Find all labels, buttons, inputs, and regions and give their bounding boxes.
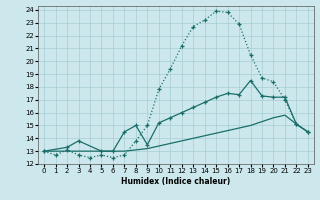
X-axis label: Humidex (Indice chaleur): Humidex (Indice chaleur) — [121, 177, 231, 186]
